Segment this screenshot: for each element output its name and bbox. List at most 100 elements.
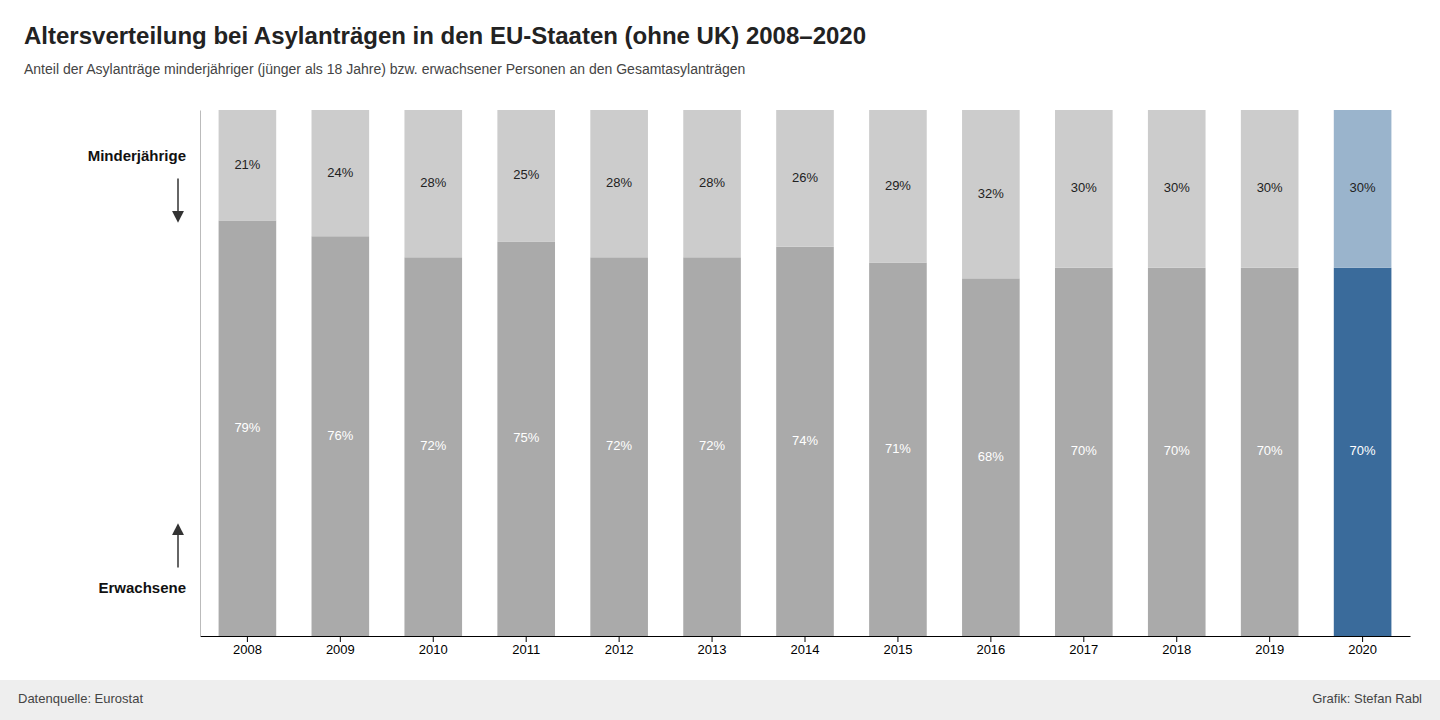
bar: [1148, 268, 1206, 636]
annotation: Datenquelle: Eurostat: [18, 691, 143, 706]
data-label: 72%: [606, 438, 632, 453]
x-tick-mark: [712, 636, 713, 642]
x-tick-label: 2010: [419, 642, 448, 657]
x-tick: 2010: [419, 636, 448, 657]
x-tick: 2012: [605, 636, 634, 657]
x-tick-label: 2009: [326, 642, 355, 657]
bar: [497, 242, 555, 637]
arrow: [177, 178, 179, 220]
data-label: 25%: [513, 167, 539, 182]
data-label: 28%: [699, 175, 725, 190]
bar: [1241, 110, 1299, 268]
series: [219, 220, 1392, 636]
x-tick-label: 2020: [1348, 642, 1377, 657]
x-tick-label: 2016: [976, 642, 1005, 657]
x-tick: 2016: [976, 636, 1005, 657]
data-label: 72%: [699, 438, 725, 453]
x-tick-mark: [1083, 636, 1084, 642]
x-tick-label: 2012: [605, 642, 634, 657]
bar: [404, 110, 462, 257]
x-tick-label: 2011: [512, 642, 540, 657]
bar: [219, 110, 277, 220]
bar: [776, 247, 834, 636]
data-label: 71%: [885, 441, 911, 456]
subtitle: Anteil der Asylanträge minderjähriger (j…: [24, 61, 745, 77]
x-tick-mark: [805, 636, 806, 642]
x-tick-mark: [1176, 636, 1177, 642]
data-label: 74%: [792, 433, 818, 448]
data-label: 70%: [1257, 443, 1283, 458]
bar: [1055, 110, 1113, 268]
x-tick-label: 2015: [883, 642, 912, 657]
chart: Altersverteilung bei Asylanträgen in den…: [0, 0, 1440, 720]
title: Altersverteilung bei Asylanträgen in den…: [24, 22, 866, 49]
data-label: 70%: [1164, 443, 1190, 458]
bar: [497, 110, 555, 242]
x-tick: 2008: [233, 636, 262, 657]
data-label: 32%: [978, 186, 1004, 201]
x-tick: 2014: [791, 636, 820, 657]
x-tick-mark: [990, 636, 991, 642]
data-label: 75%: [513, 430, 539, 445]
x-tick-label: 2018: [1162, 642, 1191, 657]
bar: [683, 110, 741, 257]
x-tick-mark: [247, 636, 248, 642]
data-label: 70%: [1071, 443, 1097, 458]
arrow: [177, 526, 179, 568]
data-label: 26%: [792, 170, 818, 185]
series-label: Minderjährige: [88, 147, 186, 164]
data-label: 68%: [978, 449, 1004, 464]
x-tick-mark: [340, 636, 341, 642]
bar: [962, 110, 1020, 278]
x-tick-mark: [433, 636, 434, 642]
data-label: 76%: [327, 428, 353, 443]
x-tick-label: 2008: [233, 642, 262, 657]
footer-background: [0, 680, 1440, 720]
x-axis: 2008 2009 2010 2011 2012 2013 2014 2015 2016 2017…: [201, 636, 1411, 657]
data-label: 70%: [1350, 443, 1376, 458]
x-tick-mark: [897, 636, 898, 642]
series-labels: Erwachsene Minderjährige: [88, 147, 186, 595]
x-tick-label: 2013: [698, 642, 727, 657]
data-label: 21%: [234, 157, 260, 172]
bar: [590, 110, 648, 257]
bar: [1334, 268, 1392, 636]
bar: [869, 110, 927, 263]
x-tick: 2019: [1255, 636, 1284, 657]
footer: Datenquelle: EurostatGrafik: Stefan Rabl: [0, 680, 1440, 720]
data-label: 30%: [1164, 180, 1190, 195]
series-label: Erwachsene: [98, 579, 186, 596]
bar: [776, 110, 834, 247]
x-tick-mark: [1269, 636, 1270, 642]
y-axis: [200, 111, 201, 637]
bar: [219, 220, 277, 636]
x-tick: 2009: [326, 636, 355, 657]
bar: [869, 263, 927, 636]
bar: [1148, 110, 1206, 268]
bar: [312, 110, 370, 236]
data-label: 24%: [327, 165, 353, 180]
bars: [219, 110, 1392, 636]
x-tick-label: 2019: [1255, 642, 1284, 657]
bar: [590, 257, 648, 636]
data-label: 30%: [1257, 180, 1283, 195]
x-tick-label: 2017: [1069, 642, 1098, 657]
x-tick: 2017: [1069, 636, 1098, 657]
x-tick: 2018: [1162, 636, 1191, 657]
data-label: 72%: [420, 438, 446, 453]
data-label: 30%: [1071, 180, 1097, 195]
x-tick: 2011: [512, 636, 540, 657]
x-tick-mark: [1362, 636, 1363, 642]
bar: [1241, 268, 1299, 636]
bar: [1055, 268, 1113, 636]
x-tick: 2015: [883, 636, 912, 657]
bar: [404, 257, 462, 636]
bar: [312, 236, 370, 636]
data-label: 28%: [420, 175, 446, 190]
data-label: 29%: [885, 178, 911, 193]
bar: [683, 257, 741, 636]
bar: [962, 278, 1020, 636]
y-axis-line: [200, 111, 201, 637]
bar: [1334, 110, 1392, 268]
x-tick: 2020: [1348, 636, 1377, 657]
